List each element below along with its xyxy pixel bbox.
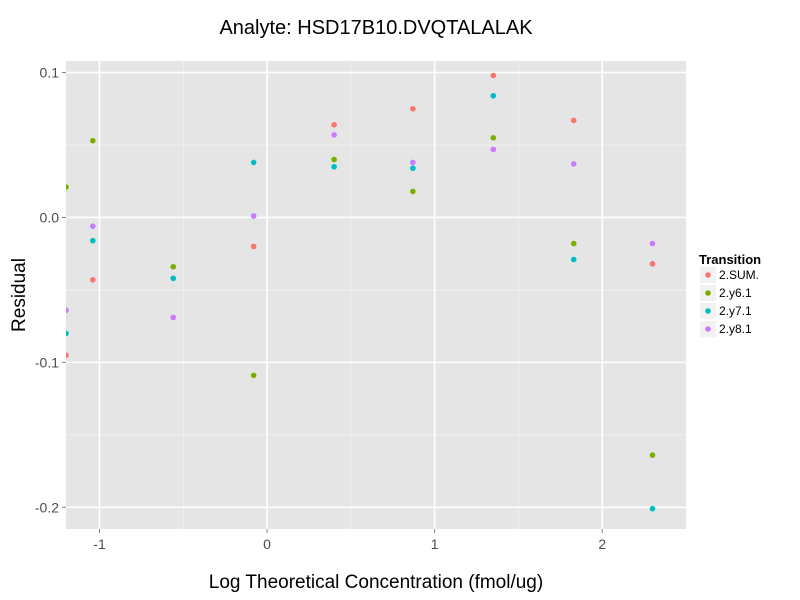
data-point-2-y6-1 <box>490 134 497 141</box>
x-tick-label: -1 <box>93 536 106 552</box>
data-point-2-y7-1 <box>170 275 177 282</box>
y-axis-title: Residual <box>9 258 30 332</box>
legend-key-dot <box>705 290 711 296</box>
x-tick-label: 1 <box>431 536 439 552</box>
data-point-2-y8-1 <box>66 307 69 314</box>
data-point-2-y7-1 <box>570 256 577 263</box>
data-point-2-y7-1 <box>90 237 96 244</box>
legend-label: 2.y6.1 <box>719 286 752 300</box>
data-point-2-y7-1 <box>66 330 69 337</box>
data-point-2-y8-1 <box>570 161 577 167</box>
data-point-2-y8-1 <box>331 132 337 138</box>
grid-lines <box>66 61 686 529</box>
data-point-2-y6-1 <box>410 188 416 195</box>
data-point-2-y7-1 <box>250 159 257 166</box>
data-point-2-sum <box>331 121 337 128</box>
legend-label: 2.SUM. <box>719 268 759 282</box>
x-tick-label: 2 <box>598 536 606 552</box>
plot-panel <box>66 61 686 529</box>
data-point-2-sum <box>570 117 577 124</box>
legend-key-dot <box>705 308 711 314</box>
y-tick-label: 0.0 <box>40 209 60 225</box>
data-point-2-y6-1 <box>90 137 96 144</box>
legend-label: 2.y7.1 <box>719 304 752 318</box>
data-point-2-y8-1 <box>250 213 257 219</box>
data-point-2-sum <box>90 276 96 283</box>
data-points <box>66 72 656 512</box>
data-point-2-sum <box>250 243 257 250</box>
data-point-2-sum <box>649 261 656 267</box>
data-point-2-y6-1 <box>250 372 257 379</box>
data-point-2-y7-1 <box>410 165 416 172</box>
data-point-2-y8-1 <box>490 146 497 153</box>
x-tick-label: 0 <box>263 536 271 552</box>
data-point-2-y7-1 <box>331 163 337 170</box>
data-point-2-y7-1 <box>490 92 497 99</box>
data-point-2-sum <box>410 106 416 112</box>
data-point-2-sum <box>66 352 69 358</box>
data-point-2-y8-1 <box>170 314 177 321</box>
data-point-2-y8-1 <box>649 240 656 247</box>
y-tick-label: -0.2 <box>35 499 59 515</box>
data-point-2-y8-1 <box>90 223 96 229</box>
chart-title: Analyte: HSD17B10.DVQTALALAK <box>219 17 533 39</box>
data-point-2-sum <box>490 72 497 79</box>
y-tick-label: 0.1 <box>40 65 60 81</box>
y-axis-ticks: 0.1 0.0 -0.1 -0.2 <box>35 65 66 515</box>
legend-key-dot <box>705 326 711 332</box>
y-tick-label: -0.1 <box>35 354 59 370</box>
data-point-2-y6-1 <box>331 156 337 163</box>
data-point-2-y6-1 <box>570 240 577 247</box>
data-point-2-y6-1 <box>170 263 177 270</box>
x-axis-title: Log Theoretical Concentration (fmol/ug) <box>209 572 543 593</box>
legend-title: Transition <box>699 252 761 267</box>
data-point-2-y6-1 <box>649 452 656 458</box>
data-point-2-y6-1 <box>66 184 69 190</box>
legend-label: 2.y8.1 <box>719 322 752 336</box>
legend: Transition 2.SUM. 2.y6.1 2.y7.1 2.y8.1 <box>699 252 761 337</box>
legend-key-dot <box>705 272 711 278</box>
x-axis-ticks: -1 0 1 2 <box>93 529 606 552</box>
data-point-2-y7-1 <box>649 505 656 512</box>
data-point-2-y8-1 <box>410 159 416 166</box>
